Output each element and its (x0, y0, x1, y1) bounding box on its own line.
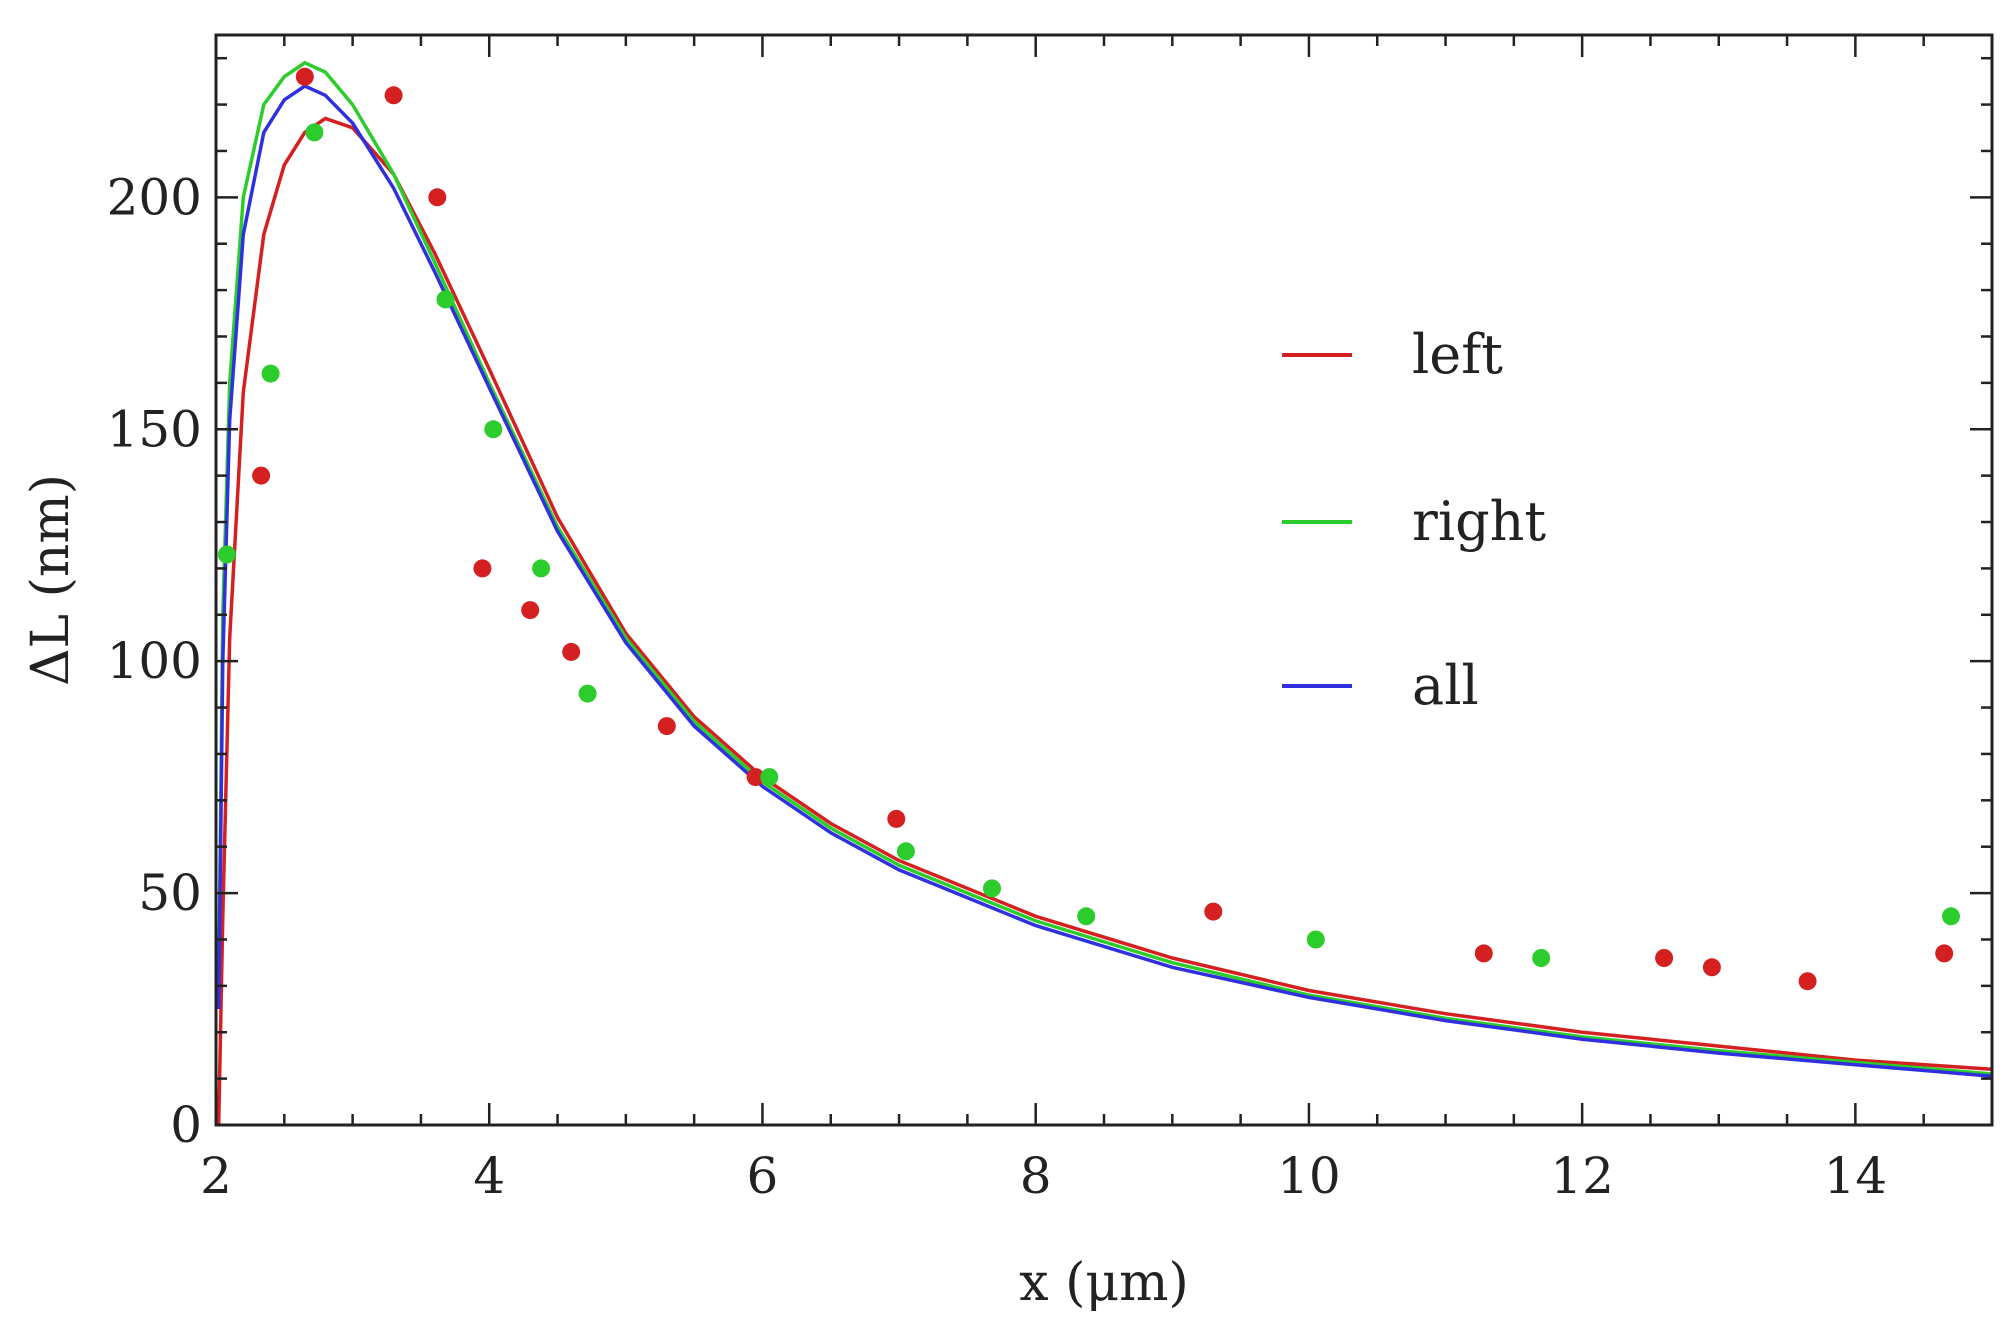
data-point-left-3 (428, 188, 447, 207)
legend-label-right: right (1412, 490, 1546, 553)
data-point-right-11 (1306, 930, 1325, 949)
series-line-left (216, 116, 1993, 1126)
tick-labels: 2 4 6 8 10 12 14 0 50 100 150 200 (107, 168, 1888, 1205)
x-axis-label: x (μm) (1019, 1253, 1189, 1313)
data-point-left-8 (746, 768, 765, 787)
data-point-left-11 (1474, 944, 1493, 963)
y-tick-label-200: 200 (107, 168, 202, 226)
x-tick-label-10: 10 (1277, 1147, 1341, 1205)
x-tick-label-14: 14 (1824, 1147, 1888, 1205)
x-tick-label-6: 6 (747, 1147, 779, 1205)
y-tick-label-50: 50 (138, 864, 202, 922)
data-point-right-2 (305, 123, 324, 142)
data-point-right-12 (1532, 949, 1551, 967)
y-tick-label-0: 0 (170, 1096, 202, 1154)
data-point-left-9 (887, 809, 906, 828)
data-points (217, 67, 1960, 991)
data-point-right-13 (1942, 907, 1960, 926)
data-point-left-13 (1702, 958, 1721, 977)
axis-ticks (214, 35, 1994, 1127)
data-point-left-7 (657, 717, 676, 736)
plot-background (216, 35, 1992, 1125)
data-point-right-4 (484, 420, 503, 439)
legend: left right all (1282, 323, 1546, 717)
data-point-right-3 (436, 290, 455, 309)
x-tick-label-4: 4 (473, 1147, 505, 1205)
data-point-left-1 (295, 67, 314, 86)
data-point-left-2 (384, 86, 403, 105)
data-point-right-10 (1077, 907, 1096, 926)
x-tick-label-2: 2 (200, 1147, 232, 1205)
data-point-left-10 (1204, 902, 1223, 921)
data-point-left-5 (521, 601, 540, 620)
y-axis-label: ΔL (nm) (21, 474, 81, 686)
legend-label-left: left (1412, 323, 1503, 386)
data-point-left-15 (1935, 944, 1954, 963)
y-tick-label-100: 100 (107, 632, 202, 690)
legend-label-all: all (1412, 654, 1479, 717)
data-point-right-8 (896, 842, 915, 861)
data-point-left-0 (252, 466, 271, 485)
data-point-right-6 (578, 684, 597, 703)
data-point-right-9 (983, 879, 1001, 898)
data-point-right-0 (217, 545, 236, 564)
x-tick-label-8: 8 (1020, 1147, 1052, 1205)
y-tick-label-150: 150 (107, 400, 202, 458)
data-point-right-1 (261, 364, 280, 383)
data-point-right-5 (532, 559, 551, 578)
data-point-left-12 (1655, 949, 1674, 967)
series-line-right (216, 60, 1993, 1076)
data-point-right-7 (760, 768, 779, 787)
plot-area (216, 35, 1992, 1125)
curves (216, 60, 1993, 1126)
x-tick-label-12: 12 (1550, 1147, 1614, 1205)
series-line-all (216, 84, 1993, 1079)
data-point-left-4 (473, 559, 492, 578)
data-point-left-14 (1798, 972, 1817, 991)
data-point-left-6 (562, 642, 581, 661)
